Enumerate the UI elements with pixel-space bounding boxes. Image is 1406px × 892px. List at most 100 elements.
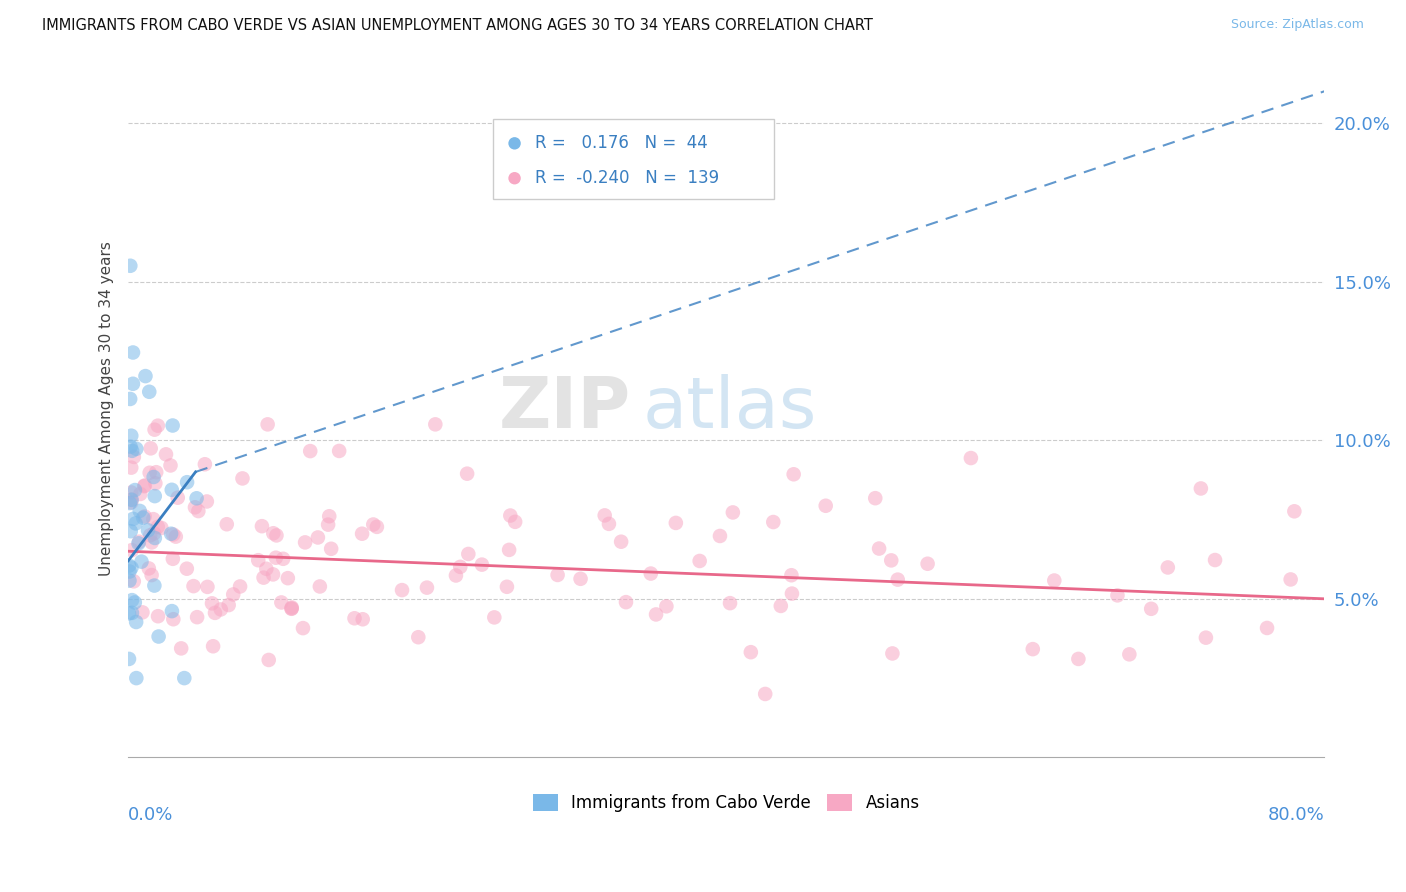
Point bbox=[1195, 631, 1218, 645]
Point bbox=[880, 553, 903, 567]
Point bbox=[136, 524, 159, 538]
Point bbox=[186, 610, 208, 624]
Point bbox=[318, 509, 340, 524]
Point bbox=[122, 724, 145, 739]
Point bbox=[252, 571, 274, 585]
Point bbox=[689, 554, 711, 568]
Text: 80.0%: 80.0% bbox=[1268, 806, 1324, 824]
Point bbox=[215, 517, 238, 532]
Point bbox=[118, 574, 141, 588]
Point bbox=[1189, 482, 1212, 496]
Point bbox=[141, 535, 163, 549]
Point bbox=[264, 550, 287, 565]
Text: R =  -0.240   N =  139: R = -0.240 N = 139 bbox=[534, 169, 718, 187]
Point bbox=[471, 558, 494, 572]
Point bbox=[143, 476, 166, 491]
Point bbox=[118, 652, 141, 666]
Point bbox=[1118, 648, 1140, 662]
Point bbox=[121, 492, 143, 507]
Point bbox=[209, 602, 232, 616]
Point bbox=[280, 601, 302, 615]
Point bbox=[118, 607, 141, 621]
Point bbox=[121, 443, 143, 458]
Point bbox=[141, 568, 163, 582]
Point bbox=[610, 534, 633, 549]
Point bbox=[121, 606, 143, 620]
Point bbox=[125, 671, 148, 685]
Point bbox=[195, 494, 218, 508]
Point bbox=[120, 259, 142, 273]
Point bbox=[280, 601, 302, 615]
Point bbox=[176, 562, 198, 576]
Point bbox=[176, 475, 198, 490]
Point bbox=[496, 580, 519, 594]
Point bbox=[886, 573, 908, 587]
Point bbox=[160, 483, 183, 497]
Point bbox=[277, 571, 299, 585]
Point bbox=[1279, 573, 1302, 587]
Point bbox=[118, 496, 141, 510]
Point bbox=[121, 593, 143, 607]
Point bbox=[416, 581, 439, 595]
Point bbox=[197, 580, 219, 594]
Point bbox=[124, 483, 146, 497]
Point bbox=[270, 595, 292, 609]
Point bbox=[614, 595, 637, 609]
Point bbox=[150, 521, 173, 535]
Text: IMMIGRANTS FROM CABO VERDE VS ASIAN UNEMPLOYMENT AMONG AGES 30 TO 34 YEARS CORRE: IMMIGRANTS FROM CABO VERDE VS ASIAN UNEM… bbox=[42, 18, 873, 33]
Point bbox=[366, 520, 388, 534]
Point bbox=[254, 562, 277, 576]
Point bbox=[125, 615, 148, 629]
Point bbox=[1067, 652, 1090, 666]
Point bbox=[780, 568, 803, 582]
Point bbox=[882, 647, 904, 661]
Point bbox=[1157, 560, 1180, 574]
Point bbox=[143, 489, 166, 503]
Point bbox=[780, 586, 803, 600]
Point bbox=[204, 606, 226, 620]
Point bbox=[308, 579, 330, 593]
Point bbox=[547, 568, 569, 582]
Point bbox=[457, 547, 479, 561]
Point bbox=[120, 440, 142, 454]
Point bbox=[256, 417, 278, 432]
Point bbox=[229, 579, 252, 593]
Point bbox=[120, 492, 142, 507]
Point bbox=[645, 607, 668, 622]
Text: ZIP: ZIP bbox=[498, 374, 630, 443]
Point bbox=[124, 595, 146, 609]
Point bbox=[655, 599, 678, 614]
Point bbox=[194, 457, 217, 471]
Point bbox=[148, 630, 170, 644]
Point bbox=[138, 561, 160, 575]
Text: Source: ZipAtlas.com: Source: ZipAtlas.com bbox=[1230, 18, 1364, 31]
Point bbox=[134, 369, 156, 384]
Point bbox=[134, 509, 156, 524]
Point bbox=[262, 526, 284, 541]
Point bbox=[569, 572, 592, 586]
Point bbox=[184, 500, 207, 515]
Point bbox=[143, 526, 166, 541]
Point bbox=[162, 418, 184, 433]
Point bbox=[294, 535, 316, 549]
Point bbox=[262, 567, 284, 582]
Point bbox=[202, 640, 225, 654]
Point bbox=[868, 541, 890, 556]
Point bbox=[640, 566, 662, 581]
Point bbox=[138, 384, 160, 399]
Point bbox=[1140, 602, 1163, 616]
Point bbox=[155, 447, 177, 461]
Point bbox=[143, 423, 166, 437]
Point bbox=[222, 587, 245, 601]
Point bbox=[1022, 642, 1045, 657]
Point bbox=[271, 551, 294, 566]
Point bbox=[257, 653, 280, 667]
Point bbox=[134, 478, 156, 492]
Point bbox=[960, 451, 983, 466]
Point bbox=[449, 559, 471, 574]
Point bbox=[122, 450, 145, 464]
Point bbox=[484, 610, 506, 624]
Point bbox=[782, 467, 804, 482]
Point bbox=[291, 621, 314, 635]
Point bbox=[186, 491, 208, 506]
